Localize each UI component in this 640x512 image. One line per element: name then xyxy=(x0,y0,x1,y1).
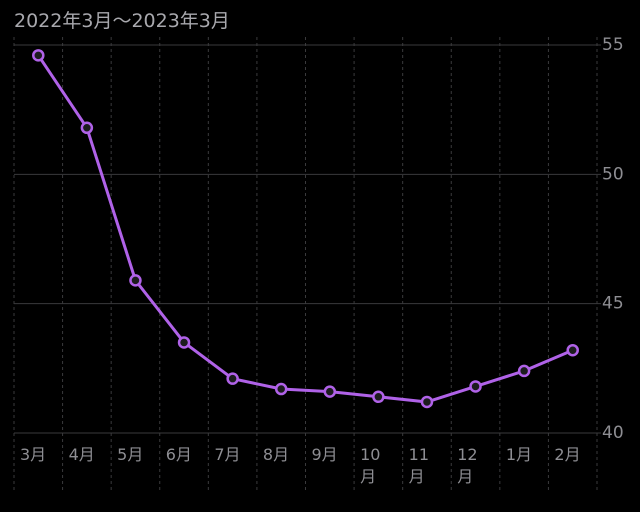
point xyxy=(177,336,191,349)
y-tick-label: 40 xyxy=(602,423,624,443)
point xyxy=(80,121,94,135)
x-tick-label: 7月 xyxy=(214,445,241,464)
line xyxy=(37,54,574,404)
y-tick-label: 55 xyxy=(602,35,624,55)
x-tick-label: 12月 xyxy=(457,445,478,486)
point xyxy=(32,49,45,62)
point xyxy=(517,364,531,378)
point xyxy=(274,382,288,396)
point xyxy=(323,385,337,398)
x-tick-label: 4月 xyxy=(68,445,95,464)
x-tick-label: 2月 xyxy=(554,445,581,464)
x-tick-label: 11月 xyxy=(408,445,430,486)
point xyxy=(129,274,142,287)
y-tick-label: 45 xyxy=(602,294,624,314)
point xyxy=(469,380,482,393)
x-tick-label: 1月 xyxy=(505,445,533,464)
x-tick-label: 9月 xyxy=(311,445,338,464)
y-tick-label: 50 xyxy=(602,164,624,184)
x-tick-label: 8月 xyxy=(262,445,290,464)
chart-title: 2022年3月〜2023年3月 xyxy=(14,10,230,32)
x-tick-label: 6月 xyxy=(165,445,192,464)
point xyxy=(566,343,579,357)
point xyxy=(226,372,239,385)
point xyxy=(420,395,434,409)
x-tick-label: 3月 xyxy=(20,445,47,464)
x-tick-label: 5月 xyxy=(117,445,144,464)
x-tick-label: 10月 xyxy=(360,445,381,486)
point xyxy=(372,390,385,404)
